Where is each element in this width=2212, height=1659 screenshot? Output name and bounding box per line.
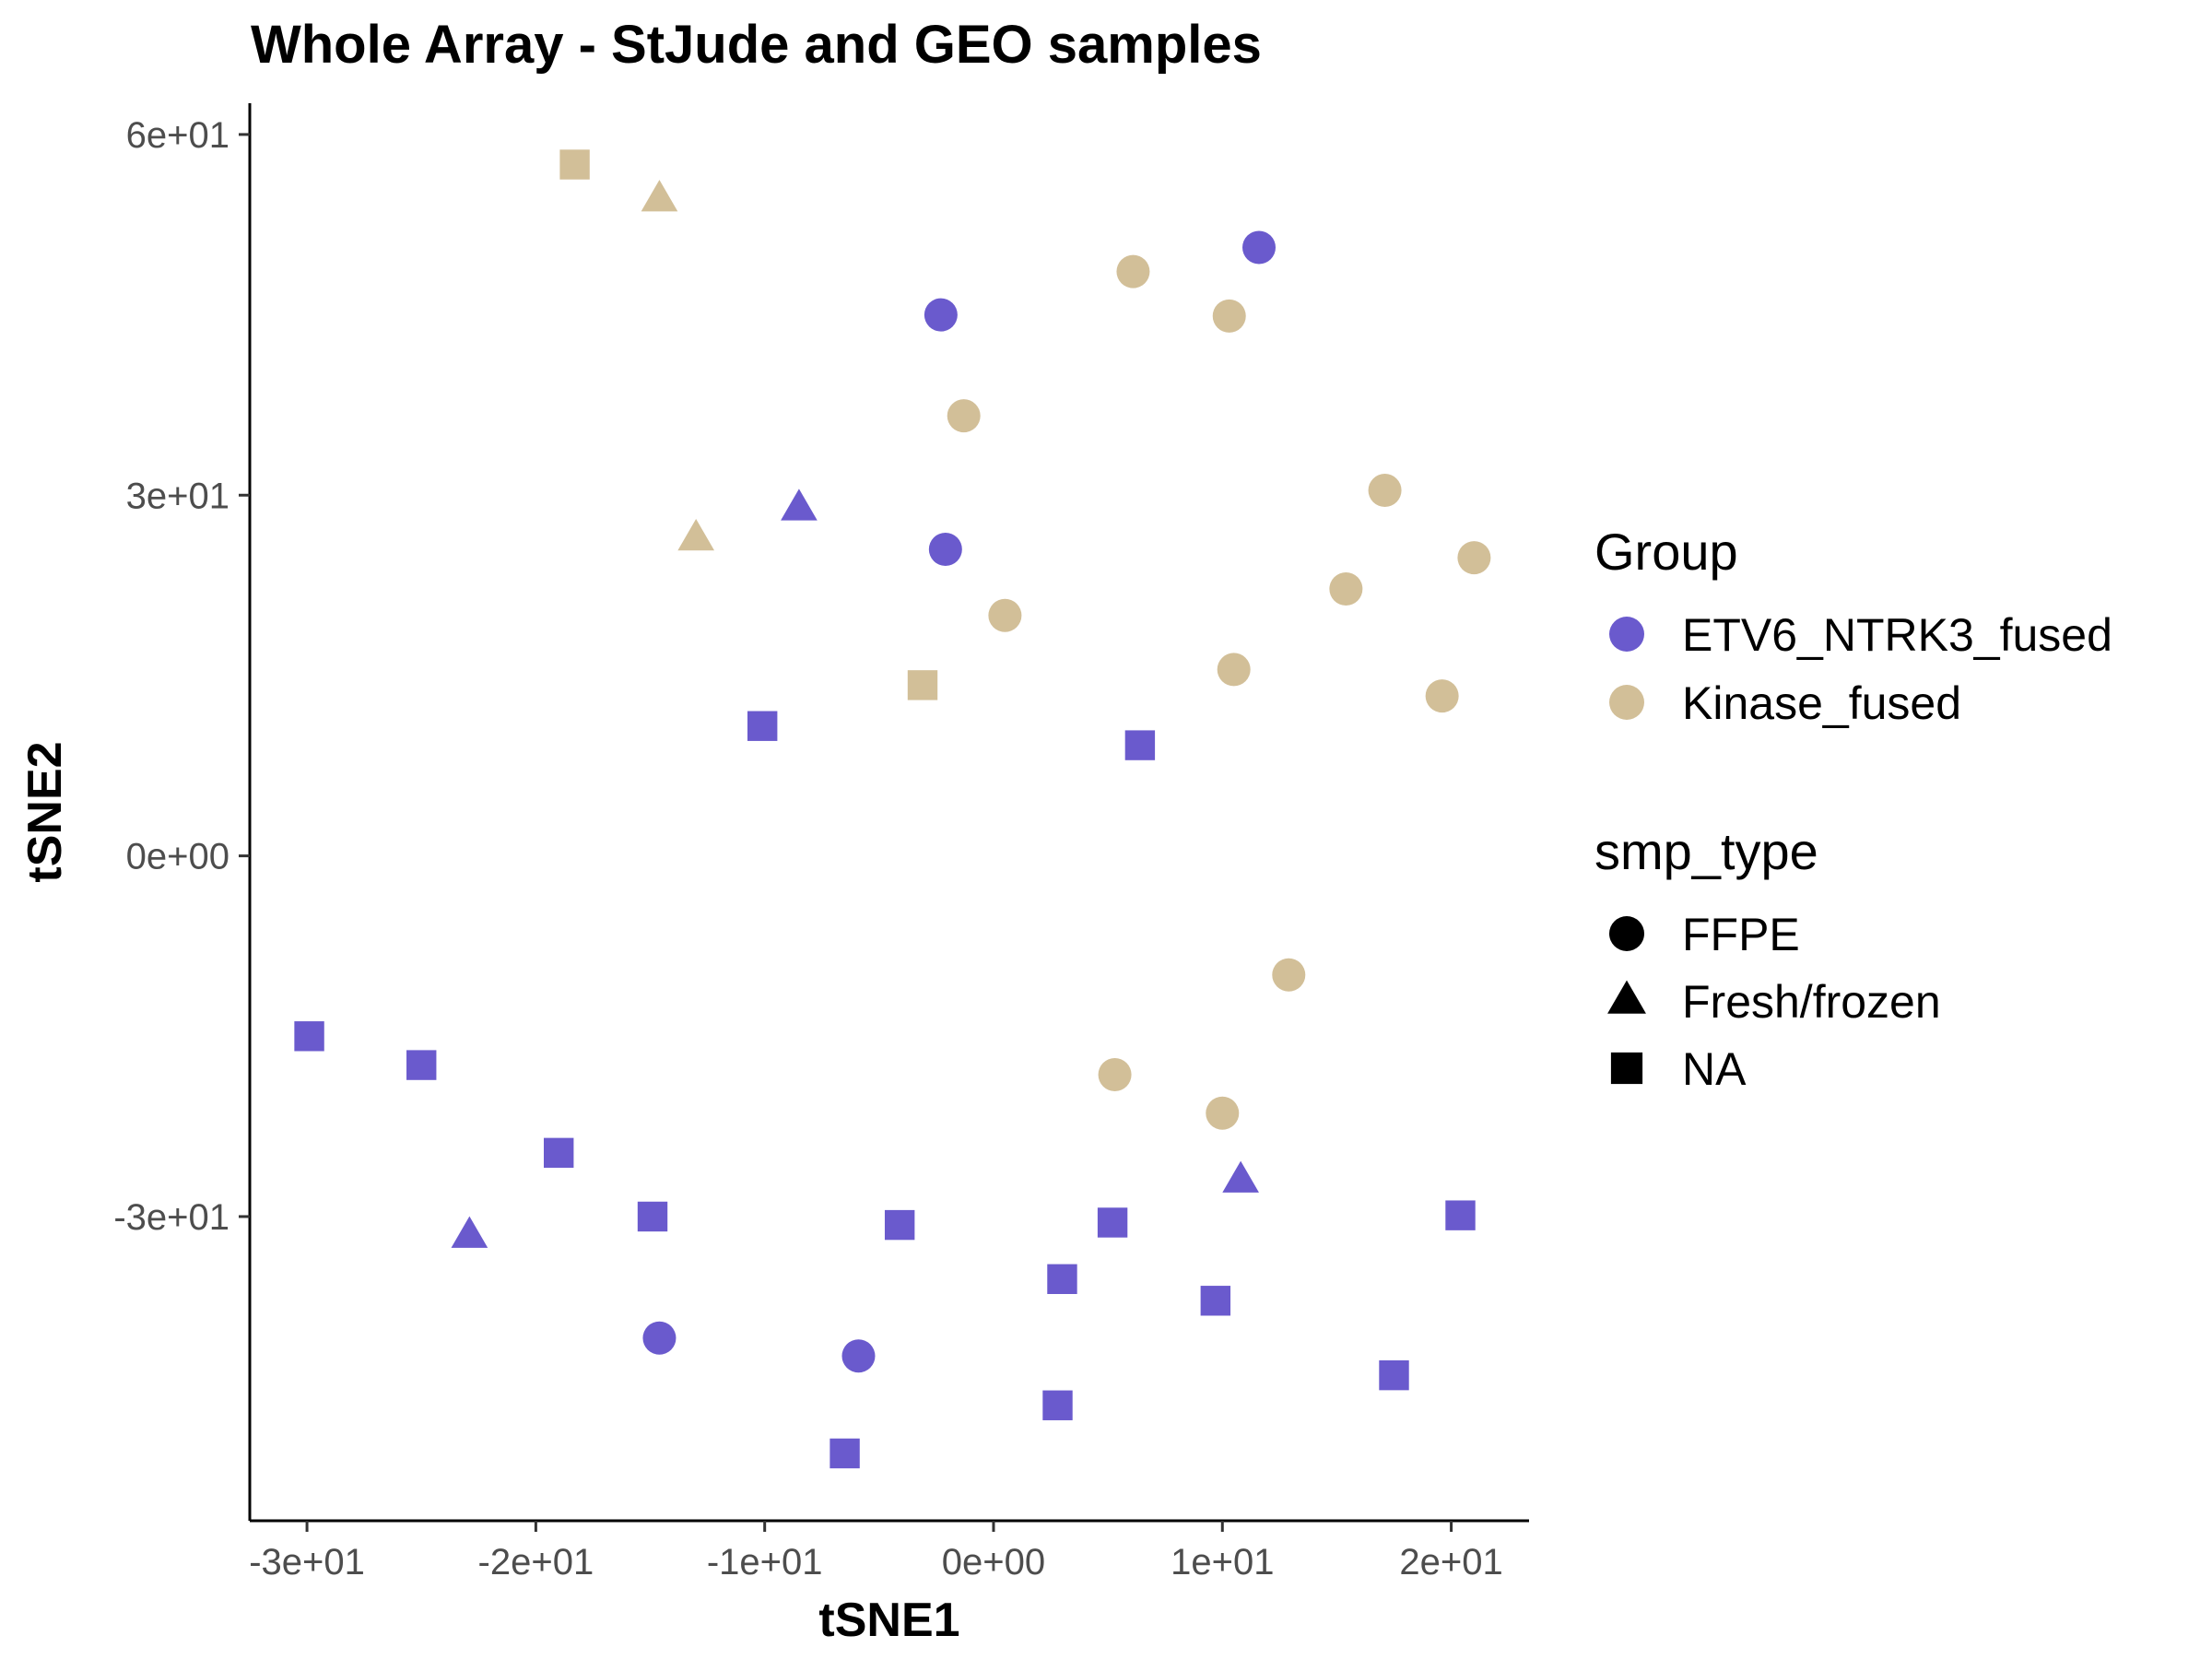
shape-legend-key <box>1610 1052 1643 1085</box>
data-point <box>1206 1096 1240 1130</box>
x-tick-label: -1e+01 <box>707 1542 823 1583</box>
data-point <box>1445 1200 1476 1230</box>
shape-legend-label: Fresh/frozen <box>1682 976 1941 1028</box>
color-legend-label: ETV6_NTRK3_fused <box>1682 609 2112 661</box>
x-axis-title: tSNE1 <box>818 1594 959 1647</box>
color-legend-key <box>1609 685 1644 720</box>
data-points <box>294 149 1491 1469</box>
data-point <box>1212 299 1246 333</box>
chart-title: Whole Array - StJude and GEO samples <box>251 15 1262 75</box>
data-point <box>884 1209 915 1241</box>
data-point <box>1124 730 1156 760</box>
data-point <box>1217 653 1251 687</box>
data-point <box>924 298 958 332</box>
data-point <box>544 1137 574 1169</box>
data-point <box>1272 958 1306 992</box>
data-point <box>1368 474 1402 508</box>
shape-legend-key <box>1607 980 1646 1014</box>
data-point <box>1222 1160 1259 1193</box>
x-tick-label: -3e+01 <box>249 1542 365 1583</box>
data-point <box>1047 1264 1077 1294</box>
data-point <box>988 598 1022 632</box>
data-point <box>1200 1286 1231 1316</box>
y-tick-label: 3e+01 <box>126 476 229 516</box>
data-point <box>781 488 818 521</box>
y-tick-label: -3e+01 <box>113 1197 229 1238</box>
color-legend-title: Group <box>1594 523 1738 581</box>
data-point <box>841 1339 876 1373</box>
color-legend-key <box>1609 617 1644 652</box>
data-point <box>1098 1058 1132 1092</box>
data-point <box>1116 254 1150 288</box>
data-point <box>1457 541 1491 575</box>
data-point <box>642 1321 677 1355</box>
x-tick-label: 2e+01 <box>1399 1542 1502 1583</box>
data-point <box>1242 230 1277 265</box>
y-tick-label: 6e+01 <box>126 115 229 156</box>
legend: Group ETV6_NTRK3_fused Kinase_fused smp_t… <box>1594 523 2112 1095</box>
x-axis-ticks: -3e+01 -2e+01 -1e+01 0e+00 1e+01 2e+01 <box>249 1521 1503 1583</box>
data-point <box>637 1201 668 1232</box>
color-legend-entries: ETV6_NTRK3_fused Kinase_fused <box>1609 609 2112 729</box>
data-point <box>641 180 678 212</box>
x-tick-label: 1e+01 <box>1171 1542 1274 1583</box>
data-point <box>907 670 938 700</box>
color-legend-label: Kinase_fused <box>1682 677 1961 729</box>
data-point <box>559 149 590 180</box>
x-tick-label: 0e+00 <box>942 1542 1045 1583</box>
data-point <box>747 711 778 741</box>
shape-legend-entries: FFPE Fresh/frozen NA <box>1607 909 1941 1095</box>
shape-legend-label: NA <box>1682 1043 1747 1095</box>
data-point <box>947 399 981 433</box>
data-point <box>451 1216 488 1248</box>
y-axis-ticks: 6e+01 3e+01 0e+00 -3e+01 <box>113 115 250 1238</box>
data-point <box>1425 679 1459 713</box>
data-point <box>294 1021 324 1052</box>
data-point <box>677 519 715 551</box>
data-point <box>1097 1207 1128 1238</box>
data-point <box>1329 572 1363 606</box>
shape-legend-key <box>1609 916 1644 951</box>
shape-legend-label: FFPE <box>1682 909 1800 960</box>
x-tick-label: -2e+01 <box>478 1542 594 1583</box>
data-point <box>1379 1359 1409 1391</box>
data-point <box>1042 1390 1073 1420</box>
y-tick-label: 0e+00 <box>126 837 229 877</box>
data-point <box>928 532 962 566</box>
y-axis-title: tSNE2 <box>18 741 72 882</box>
shape-legend-title: smp_type <box>1594 822 1818 880</box>
data-point <box>406 1050 437 1080</box>
data-point <box>830 1438 860 1469</box>
plot-panel: -3e+01 -2e+01 -1e+01 0e+00 1e+01 2e+01 6e+01 3… <box>113 103 1529 1583</box>
